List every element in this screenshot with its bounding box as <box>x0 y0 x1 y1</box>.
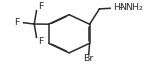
Text: –: – <box>119 3 124 12</box>
Text: F: F <box>38 2 43 11</box>
Text: F: F <box>38 37 43 46</box>
Text: F: F <box>14 18 20 27</box>
Text: HN: HN <box>114 3 128 12</box>
Text: Br: Br <box>83 54 93 63</box>
Text: NH₂: NH₂ <box>125 3 143 12</box>
